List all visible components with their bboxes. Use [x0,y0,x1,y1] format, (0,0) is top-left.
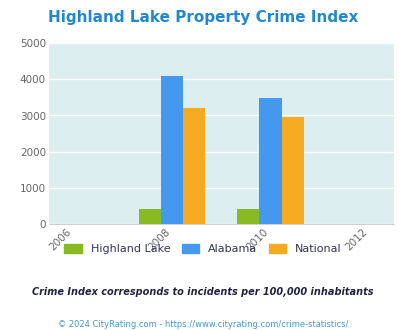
Text: © 2024 CityRating.com - https://www.cityrating.com/crime-statistics/: © 2024 CityRating.com - https://www.city… [58,320,347,329]
Bar [237,209,259,224]
Bar [183,108,205,224]
Text: Highland Lake Property Crime Index: Highland Lake Property Crime Index [48,10,357,25]
Bar [259,98,281,224]
Bar [139,209,160,224]
Bar [281,117,303,224]
Legend: Highland Lake, Alabama, National: Highland Lake, Alabama, National [60,239,345,258]
Bar [160,76,183,224]
Text: Crime Index corresponds to incidents per 100,000 inhabitants: Crime Index corresponds to incidents per… [32,287,373,297]
